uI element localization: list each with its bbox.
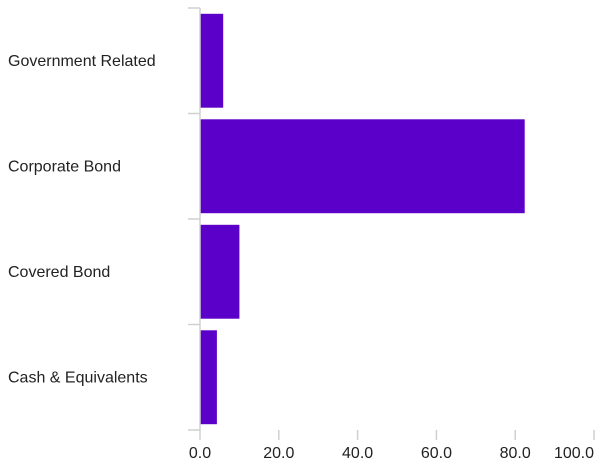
x-tick-label: 100.0 <box>554 445 594 462</box>
x-tick-label: 60.0 <box>421 445 452 462</box>
category-label: Covered Bond <box>8 264 110 281</box>
category-label: Government Related <box>8 53 156 70</box>
x-tick-label: 0.0 <box>189 445 211 462</box>
bar <box>200 13 224 108</box>
x-tick-label: 40.0 <box>342 445 373 462</box>
bar <box>200 119 525 214</box>
category-label: Cash & Equivalents <box>8 369 148 386</box>
bar <box>200 224 240 319</box>
bar <box>200 330 217 425</box>
category-label: Corporate Bond <box>8 158 121 175</box>
x-tick-label: 20.0 <box>263 445 294 462</box>
x-tick-label: 80.0 <box>500 445 531 462</box>
